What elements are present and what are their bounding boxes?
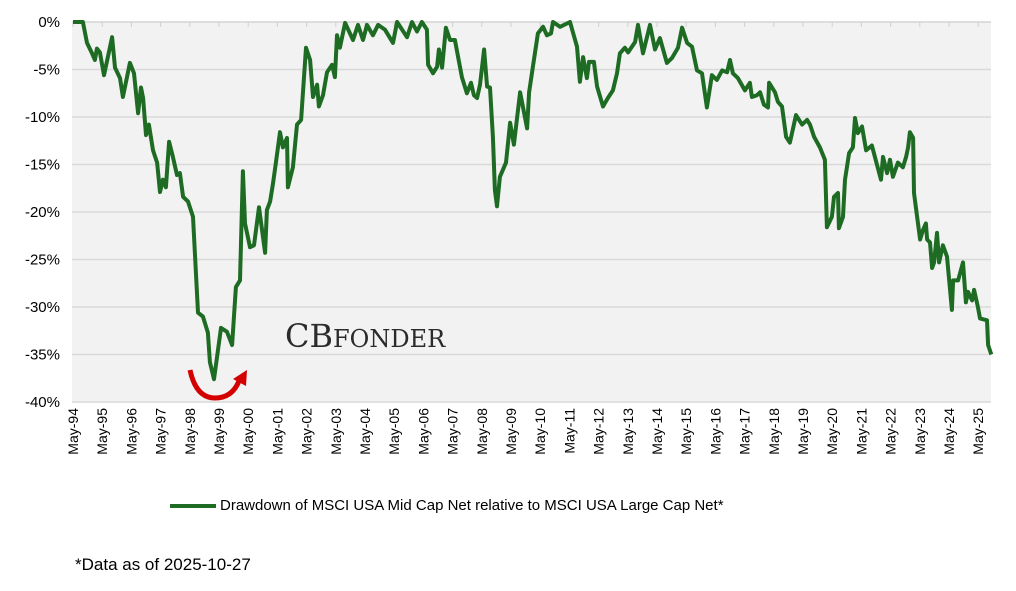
x-tick-label: May-20 xyxy=(824,408,840,455)
x-tick-label: May-18 xyxy=(766,408,782,455)
x-tick-label: May-97 xyxy=(153,408,169,455)
x-tick-label: May-22 xyxy=(883,408,899,455)
x-tick-label: May-16 xyxy=(707,408,723,455)
y-tick-label: -25% xyxy=(25,252,60,269)
x-tick-label: May-06 xyxy=(415,408,431,455)
x-tick-label: May-07 xyxy=(445,408,461,455)
x-tick-label: May-15 xyxy=(678,408,694,455)
y-tick-label: 0% xyxy=(38,14,60,31)
x-tick-label: May-98 xyxy=(182,408,198,455)
footnote: *Data as of 2025-10-27 xyxy=(75,555,251,574)
legend: Drawdown of MSCI USA Mid Cap Net relativ… xyxy=(170,497,724,514)
x-tick-label: May-10 xyxy=(532,408,548,455)
x-tick-label: May-21 xyxy=(853,408,869,455)
x-axis: May-94 May-95 May-96 May-97 May-98 May-99 May-… xyxy=(65,21,991,455)
x-tick-label: May-17 xyxy=(737,408,753,455)
x-tick-label: May-19 xyxy=(795,408,811,455)
watermark-cb: CB xyxy=(285,317,333,355)
x-tick-label: May-01 xyxy=(269,408,285,455)
x-tick-label: May-13 xyxy=(620,408,636,455)
x-tick-label: May-24 xyxy=(941,408,957,455)
watermark-logo: CB FONDER xyxy=(285,317,446,355)
x-tick-label: May-12 xyxy=(591,408,607,455)
x-tick-label: May-09 xyxy=(503,408,519,455)
y-axis: 0% -5% -10% -15% -20% -25% -30% -35% -40% xyxy=(25,14,60,411)
x-tick-label: May-08 xyxy=(474,408,490,455)
x-tick-label: May-14 xyxy=(649,408,665,455)
legend-swatch xyxy=(170,503,216,508)
y-tick-label: -15% xyxy=(25,157,60,174)
x-tick-label: May-99 xyxy=(211,408,227,455)
x-tick-label: May-23 xyxy=(912,408,928,455)
x-tick-label: May-05 xyxy=(386,408,402,455)
x-tick-label: May-96 xyxy=(123,408,139,455)
y-tick-label: -35% xyxy=(25,347,60,364)
x-tick-label: May-04 xyxy=(357,408,373,455)
y-tick-label: -20% xyxy=(25,204,60,221)
x-tick-label: May-95 xyxy=(94,408,110,455)
watermark-fonder: FONDER xyxy=(333,325,446,353)
x-tick-label: May-02 xyxy=(299,408,315,455)
x-tick-label: May-94 xyxy=(65,408,81,455)
x-tick-label: May-00 xyxy=(240,408,256,455)
y-tick-label: -5% xyxy=(33,62,60,79)
y-tick-label: -10% xyxy=(25,109,60,126)
x-tick-label: May-25 xyxy=(970,408,986,455)
legend-label: Drawdown of MSCI USA Mid Cap Net relativ… xyxy=(220,497,724,514)
rebound-arrow-icon xyxy=(187,369,247,401)
y-tick-label: -40% xyxy=(25,394,60,411)
x-tick-label: May-03 xyxy=(328,408,344,455)
series-line-drawdown xyxy=(73,20,994,382)
y-tick-label: -30% xyxy=(25,299,60,316)
x-tick-label: May-11 xyxy=(561,408,577,454)
